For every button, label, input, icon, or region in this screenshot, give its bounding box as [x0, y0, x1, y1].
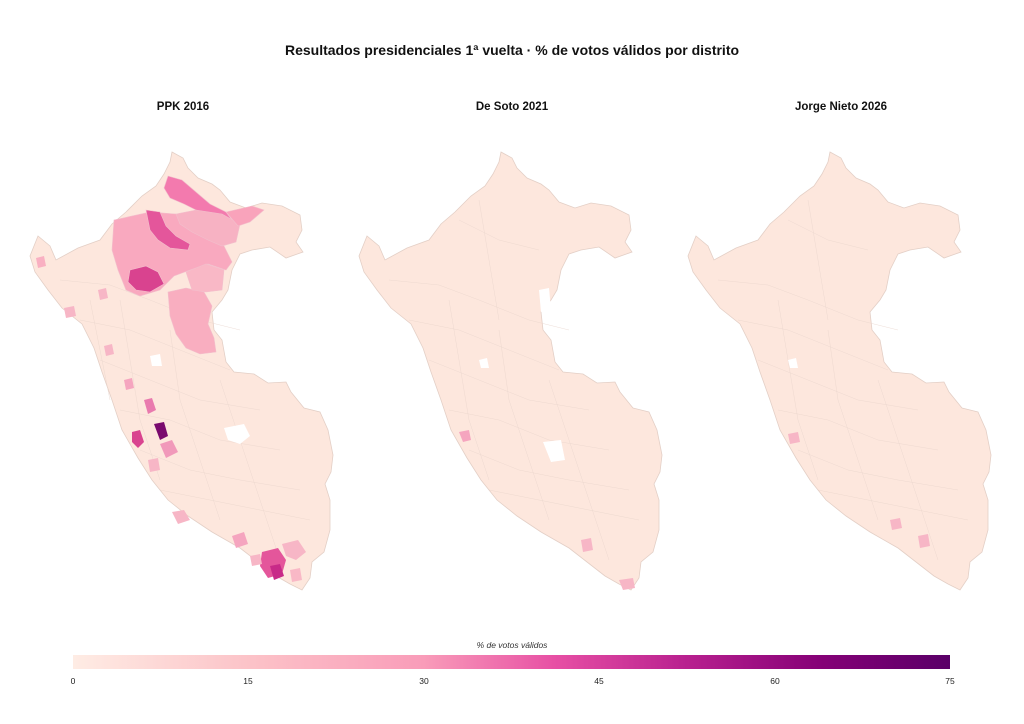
- district-tacna: [270, 564, 284, 580]
- district-lima-3: [144, 398, 156, 414]
- district-borders: [717, 199, 969, 561]
- district-loreto-east: [175, 209, 241, 247]
- map-de-soto-2021: [358, 151, 663, 591]
- map-ppk-2016: [29, 151, 334, 591]
- district-arequipa: [581, 538, 593, 552]
- no-data-area: [224, 424, 250, 444]
- colorbar-tick-0: 0: [70, 676, 76, 686]
- no-data-area-3: [479, 358, 489, 368]
- panel-title-jorge-nieto-2026: Jorge Nieto 2026: [794, 101, 888, 113]
- peru-outline: [687, 151, 992, 591]
- district-cusco: [890, 518, 902, 530]
- district-loreto-south: [127, 265, 165, 293]
- no-data-area-2: [543, 440, 565, 462]
- no-data-area-2: [150, 354, 162, 366]
- district-loreto-mid: [145, 209, 191, 251]
- peru-outline: [358, 151, 663, 591]
- district-lima-4: [160, 440, 178, 458]
- colorbar-tick-45: 45: [594, 676, 604, 686]
- district-arequipa-3: [250, 554, 262, 566]
- district-arequipa: [918, 534, 930, 548]
- no-data-area: [539, 288, 551, 312]
- district-loreto-ne: [225, 205, 265, 227]
- district-lima-5: [148, 458, 160, 472]
- district-ucayali-north: [185, 263, 225, 293]
- panel-title-de-soto-2021: De Soto 2021: [475, 101, 549, 113]
- district-tacna-2: [290, 568, 302, 582]
- district-borders: [388, 199, 640, 561]
- map-jorge-nieto-2026: [687, 151, 992, 591]
- district-ancash: [104, 344, 114, 356]
- colorbar-tick-60: 60: [770, 676, 780, 686]
- district-huanuco: [124, 378, 134, 390]
- no-data-area: [788, 358, 798, 368]
- district-lima-1: [132, 430, 144, 448]
- colorbar-tick-15: 15: [243, 676, 253, 686]
- district-piura: [64, 306, 76, 318]
- panel-title-ppk-2016: PPK 2016: [156, 101, 210, 113]
- district-lima: [788, 432, 800, 444]
- colorbar-tick-30: 30: [419, 676, 429, 686]
- district-tumbes: [36, 256, 46, 268]
- district-lima: [459, 430, 471, 442]
- chart-title: Resultados presidenciales 1ª vuelta · % …: [284, 42, 740, 58]
- district-borders: [59, 279, 311, 561]
- colorbar-title: % de votos válidos: [476, 640, 548, 650]
- district-tacna: [619, 578, 635, 590]
- district-ica: [172, 510, 190, 524]
- colorbar-tick-75: 75: [945, 676, 955, 686]
- district-moquegua: [282, 540, 306, 560]
- district-cajamarca: [98, 288, 108, 300]
- district-lima-2: [154, 422, 168, 440]
- colorbar: [73, 655, 950, 669]
- district-arequipa-1: [232, 532, 248, 548]
